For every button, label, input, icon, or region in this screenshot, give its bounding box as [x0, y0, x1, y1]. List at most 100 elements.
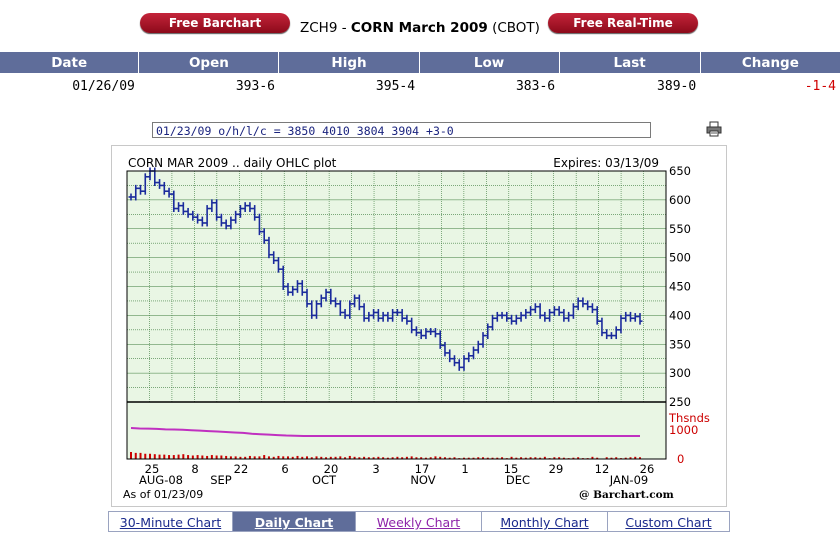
- ohlc-bar: [380, 311, 386, 322]
- ohlc-bar: [490, 314, 496, 331]
- volume-bar: [168, 455, 171, 459]
- ohlc-bar: [627, 311, 633, 322]
- volume-bar: [329, 456, 332, 459]
- ohlc-bar: [418, 329, 424, 340]
- volume-bar: [510, 456, 513, 459]
- price-panel: 650 600 550 500 450 400 350 300 250: [126, 164, 691, 459]
- ohlc-bar: [594, 306, 600, 325]
- ohlc-bar: [442, 341, 448, 357]
- ohlc-bar: [314, 300, 320, 319]
- ohlc-bar: [252, 205, 258, 221]
- volume-bar: [282, 456, 285, 459]
- ohlc-bar: [518, 311, 524, 322]
- ohlc-bar: [547, 309, 553, 322]
- free-quotes-button[interactable]: Free Real-Time Quotes: [548, 13, 698, 50]
- ohlc-bar: [347, 300, 353, 319]
- ohlc-bar: [290, 285, 296, 296]
- barchart-watermark: @ Barchart.com: [579, 489, 674, 501]
- x-tick-label: 26: [640, 462, 655, 476]
- volume-bar: [491, 457, 494, 459]
- ohlc-bar: [218, 213, 224, 227]
- y-tick-label: 550: [669, 222, 691, 236]
- volume-bar: [486, 457, 489, 459]
- ohlc-bar: [171, 190, 177, 213]
- ohlc-bar: [228, 216, 234, 230]
- volume-bar: [320, 456, 323, 459]
- tab-custom-chart[interactable]: Custom Chart: [607, 511, 730, 532]
- tab-weekly-chart[interactable]: Weekly Chart: [355, 511, 482, 532]
- x-tick-label: 6: [281, 462, 288, 476]
- ohlc-bar: [618, 314, 624, 334]
- volume-bar: [244, 456, 247, 459]
- ohlc-bar: [599, 317, 605, 337]
- quote-table: Date Open High Low Last Change 01/26/09 …: [0, 52, 840, 95]
- volume-bar: [524, 457, 527, 459]
- x-month-label: SEP: [210, 473, 232, 487]
- ohlc-bar: [480, 332, 486, 348]
- ohlc-bar: [233, 210, 239, 224]
- ohlc-bar: [242, 202, 248, 213]
- ohlc-bar: [128, 193, 134, 201]
- ohlc-bar: [371, 309, 377, 319]
- x-tick-label: 15: [504, 462, 519, 476]
- tab-30-minute-chart[interactable]: 30-Minute Chart: [108, 511, 233, 532]
- ohlc-bar: [537, 303, 543, 319]
- ohlc-bar: [166, 187, 172, 198]
- y-tick-label: 500: [669, 251, 691, 265]
- ohlc-bar: [333, 297, 339, 308]
- volume-bar: [577, 457, 580, 459]
- volume-bar: [415, 457, 418, 459]
- ohlc-bar: [461, 355, 467, 371]
- exchange-name: (CBOT): [492, 20, 540, 36]
- volume-bar: [543, 456, 546, 459]
- volume-bar: [206, 455, 209, 459]
- ohlc-bar: [575, 297, 581, 311]
- ohlc-bar: [556, 306, 562, 316]
- y-tick-label: 350: [669, 337, 691, 351]
- volume-bar: [482, 457, 485, 459]
- printer-icon[interactable]: [706, 121, 722, 137]
- volume-bar: [553, 457, 556, 459]
- ohlc-bar: [280, 265, 286, 290]
- volume-plot-area: [127, 402, 666, 459]
- ohlc-bar: [428, 328, 434, 336]
- ohlc-bar: [328, 288, 334, 305]
- ohlc-bar: [352, 294, 358, 308]
- ohlc-bar: [608, 332, 614, 340]
- x-month-label: NOV: [410, 473, 435, 487]
- volume-bar: [263, 455, 266, 459]
- ohlc-bar: [247, 202, 253, 213]
- ohlc-bar: [366, 311, 372, 322]
- volume-bar: [182, 454, 185, 459]
- volume-bar: [429, 457, 432, 459]
- ohlc-bars: [128, 167, 643, 371]
- volume-unit-label: Thsnds: [668, 411, 710, 425]
- volume-bar: [615, 457, 618, 459]
- ohlc-bar: [580, 297, 586, 308]
- volume-bar: [520, 457, 523, 459]
- tab-monthly-chart[interactable]: Monthly Chart: [481, 511, 608, 532]
- volume-bar: [591, 456, 594, 459]
- volume-bar: [401, 457, 404, 459]
- symbol-code: ZCH9: [300, 20, 338, 36]
- volume-bar: [410, 456, 413, 459]
- volume-bar: [334, 456, 337, 459]
- free-newsletters-button[interactable]: Free Barchart Newsletters: [140, 13, 290, 50]
- ohlc-bar: [138, 184, 144, 195]
- ohlc-bar: [214, 199, 220, 221]
- x-tick-label: 1: [461, 462, 468, 476]
- volume-bar: [286, 456, 289, 459]
- cell-change: -1-4: [804, 78, 836, 94]
- volume-panel: [126, 170, 667, 460]
- volume-bar: [391, 457, 394, 459]
- tab-daily-chart[interactable]: Daily Chart: [232, 511, 356, 532]
- ohlc-bar: [337, 300, 343, 316]
- volume-bar: [158, 454, 161, 459]
- volume-bar: [196, 455, 199, 459]
- ohlc-bar: [504, 311, 510, 322]
- ohlc-bar: [413, 326, 419, 337]
- volume-bar: [539, 457, 542, 459]
- volume-bar: [529, 457, 532, 459]
- volume-bar: [149, 453, 152, 459]
- ohlc-bar: [375, 309, 381, 322]
